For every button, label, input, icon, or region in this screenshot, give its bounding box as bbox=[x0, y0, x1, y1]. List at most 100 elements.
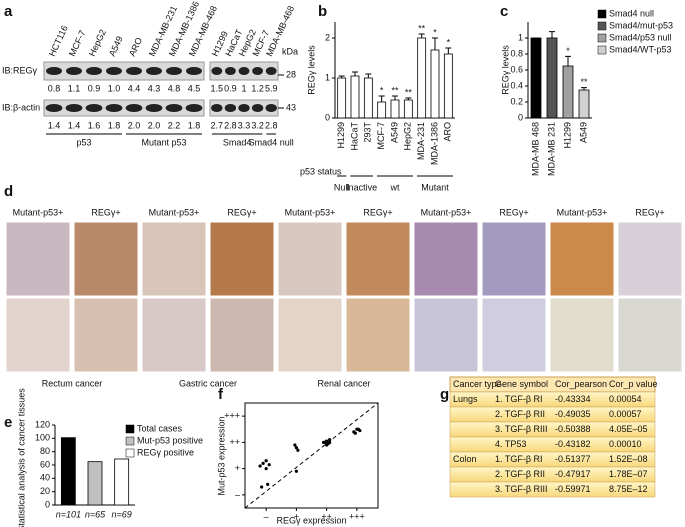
table-header: Gene symbol bbox=[495, 379, 548, 389]
group-label: Smad4 bbox=[223, 137, 252, 147]
bar bbox=[87, 461, 103, 506]
tissue-image bbox=[413, 297, 479, 373]
x-tick-label: MDA-231 bbox=[416, 122, 426, 160]
status-title: p53 status bbox=[300, 166, 342, 176]
column-label: Mutant-p53+ bbox=[421, 207, 472, 217]
quant: 2.0 bbox=[148, 120, 161, 130]
x-tick-label: ARO bbox=[443, 122, 453, 142]
legend-label: Smad4 null bbox=[609, 8, 654, 18]
error-bar bbox=[549, 31, 555, 38]
bar bbox=[430, 49, 440, 119]
group-label: Mutant p53 bbox=[141, 137, 186, 147]
error-bar bbox=[352, 71, 358, 76]
y-tick-label: + bbox=[235, 463, 240, 473]
quant: 1.4 bbox=[48, 120, 61, 130]
quant: 1.2 bbox=[251, 83, 264, 93]
tissue-image bbox=[277, 297, 343, 373]
y-tick-label: 1 bbox=[518, 32, 523, 42]
band bbox=[165, 104, 183, 112]
tissue-image bbox=[141, 297, 207, 373]
tissue-image bbox=[413, 221, 479, 297]
quant: 4.4 bbox=[128, 83, 141, 93]
y-label: REGγ levels bbox=[500, 45, 510, 95]
x-tick-label: n=65 bbox=[85, 509, 106, 519]
column-label: Mutant-p53+ bbox=[13, 207, 64, 217]
quant: 2.8 bbox=[265, 120, 278, 130]
table-cell: Lungs bbox=[453, 394, 478, 404]
band bbox=[65, 104, 83, 112]
point bbox=[356, 427, 360, 431]
band bbox=[166, 67, 182, 75]
table-cell: 3. TGF-β RIII bbox=[495, 484, 548, 494]
bar bbox=[350, 75, 360, 119]
table-header: Cancer type bbox=[453, 379, 502, 389]
legend-swatch bbox=[597, 45, 607, 55]
legend-swatch bbox=[125, 436, 135, 446]
x-tick-label: +++ bbox=[349, 511, 365, 521]
x-label: REGγ expression bbox=[276, 515, 346, 525]
bar bbox=[363, 77, 373, 119]
quant: 5.9 bbox=[265, 83, 278, 93]
tissue-image bbox=[549, 297, 615, 373]
quant: 1.5 bbox=[211, 83, 224, 93]
point bbox=[353, 431, 357, 435]
tissue-image bbox=[481, 297, 547, 373]
kda: kDa bbox=[282, 46, 298, 56]
column-label: REGγ+ bbox=[363, 207, 392, 217]
point bbox=[328, 438, 332, 442]
tissue-image bbox=[141, 221, 207, 297]
panel-label: g bbox=[440, 386, 449, 403]
table-cell: 3. TGF-β RIII bbox=[495, 424, 548, 434]
y-label: Mut-p53 expression bbox=[216, 416, 226, 495]
lane-label: HepG2 bbox=[87, 28, 108, 58]
legend-label: REGγ positive bbox=[137, 447, 194, 457]
y-tick-label: 0.6 bbox=[510, 64, 523, 74]
band bbox=[85, 104, 103, 112]
error-bar bbox=[392, 95, 398, 100]
table-cell: 4. TP53 bbox=[495, 439, 526, 449]
point bbox=[266, 482, 270, 486]
bar bbox=[443, 53, 453, 119]
bar bbox=[578, 89, 590, 119]
y-tick-label: 0.2 bbox=[510, 96, 523, 106]
x-tick-label: HaCaT bbox=[349, 122, 359, 151]
x-tick-label: MDA-MB 468 bbox=[530, 122, 540, 176]
significance: ** bbox=[580, 77, 588, 87]
band bbox=[106, 67, 122, 75]
status-label: Mutant bbox=[421, 182, 449, 192]
table-cell: 1. TGF-β RI bbox=[495, 454, 543, 464]
x-tick-label: MCF-7 bbox=[376, 122, 386, 150]
table-cell: -0.47917 bbox=[555, 469, 591, 479]
error-bar bbox=[432, 37, 438, 50]
y-label: Statistical analysis of cancer tissues bbox=[16, 388, 26, 527]
lane-label: A549 bbox=[107, 35, 125, 58]
legend-label: Smad4/mut-p53 bbox=[609, 20, 673, 30]
table-cell: -0.43182 bbox=[555, 439, 591, 449]
x-tick-label: n=69 bbox=[112, 509, 132, 519]
status-label: Null bbox=[334, 182, 350, 192]
table-header: Cor_pearson bbox=[555, 379, 607, 389]
quant: 1.8 bbox=[108, 120, 121, 130]
quant: 2.7 bbox=[211, 120, 224, 130]
x-tick-label: A549 bbox=[578, 122, 588, 143]
y-tick-label: 2 bbox=[325, 32, 330, 42]
bar bbox=[530, 37, 542, 119]
band bbox=[105, 104, 123, 112]
significance: * bbox=[433, 27, 437, 37]
panel-label: e bbox=[4, 414, 12, 431]
table-header: Cor_p value bbox=[609, 379, 658, 389]
tissue-image bbox=[617, 221, 683, 297]
y-tick-label: 120 bbox=[35, 419, 50, 429]
legend-label: Total cases bbox=[137, 423, 183, 433]
y-tick-label: ++ bbox=[229, 437, 240, 447]
y-tick-label: 0.4 bbox=[510, 80, 523, 90]
quant: 2.2 bbox=[168, 120, 181, 130]
tissue-image bbox=[73, 221, 139, 297]
legend-label: Smad4/p53 null bbox=[609, 32, 672, 42]
column-label: REGγ+ bbox=[91, 207, 120, 217]
quant: 1.4 bbox=[68, 120, 81, 130]
cancer-label: Gastric cancer bbox=[179, 378, 237, 388]
group-label: Smad4 null bbox=[249, 137, 294, 147]
y-tick-label: – bbox=[235, 489, 240, 499]
cancer-label: Rectum cancer bbox=[42, 378, 103, 388]
